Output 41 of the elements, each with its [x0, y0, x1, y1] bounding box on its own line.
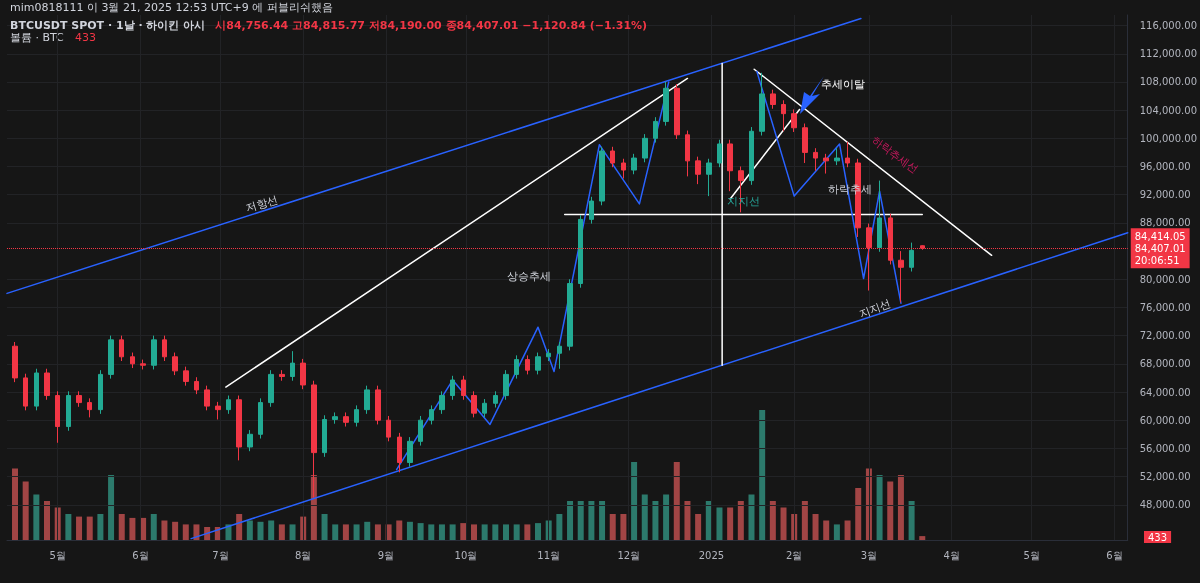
- x-tick-label: 8월: [295, 549, 312, 561]
- y-tick-label: 60,000.00: [1139, 414, 1191, 426]
- x-tick-label: 4월: [943, 549, 960, 561]
- y-tick-label: 96,000.00: [1139, 161, 1191, 173]
- x-tick-label: 5월: [49, 549, 66, 561]
- y-tick-label: 48,000.00: [1139, 499, 1191, 511]
- x-tick-label: 6월: [132, 549, 149, 561]
- x-tick-label: 7월: [212, 549, 229, 561]
- y-tick-label: 112,000.00: [1139, 48, 1198, 60]
- y-tick-label: 100,000.00: [1139, 132, 1198, 144]
- ref-line-label: 84,414.05 84,407.01 20:06:51: [1134, 230, 1186, 266]
- annotation: 433: [75, 31, 96, 44]
- x-tick-label: 2025: [698, 549, 725, 561]
- chart-title: BTCUSDT SPOT · 1날 · 하이킨 아시: [10, 18, 206, 32]
- y-tick-label: 108,000.00: [1139, 76, 1198, 88]
- text: 433: [1148, 531, 1168, 543]
- x-tick-label: 6월: [1106, 549, 1123, 561]
- x-tick-label: 12월: [617, 549, 641, 561]
- annotation: 지지선: [857, 297, 893, 321]
- annotation: 추세이탈: [821, 77, 865, 91]
- y-tick-label: 64,000.00: [1139, 386, 1191, 398]
- y-tick-label: 116,000.00: [1139, 20, 1198, 32]
- x-tick-label: 3월: [860, 549, 878, 561]
- x-tick-label: 9월: [377, 549, 395, 561]
- y-tick-label: 68,000.00: [1139, 358, 1191, 370]
- x-tick-label: 11월: [537, 549, 561, 561]
- x-tick-label: 5월: [1023, 549, 1040, 561]
- y-tick-label: 56,000.00: [1139, 442, 1191, 454]
- y-tick-label: 104,000.00: [1139, 104, 1198, 116]
- y-tick-label: 76,000.00: [1139, 301, 1191, 313]
- chart-subtitle: 시84,756.44 고84,815.77 저84,190.00 종84,407.01 −1,120.84 (−1.31%): [215, 18, 648, 32]
- text: mim0818111 이 3월 21, 2025 12:53 UTC+9 에 퍼블리쉬했음: [10, 1, 333, 14]
- x-tick-label: 10월: [454, 549, 478, 561]
- y-tick-label: 80,000.00: [1139, 273, 1191, 285]
- annotation: 저항선: [244, 192, 280, 216]
- y-tick-label: 72,000.00: [1139, 330, 1191, 342]
- y-tick-label: 92,000.00: [1139, 189, 1191, 201]
- y-tick-label: 88,000.00: [1139, 217, 1191, 229]
- annotation: 상승추세: [507, 269, 551, 283]
- x-tick-label: 2월: [786, 549, 803, 561]
- y-tick-label: 52,000.00: [1139, 471, 1191, 483]
